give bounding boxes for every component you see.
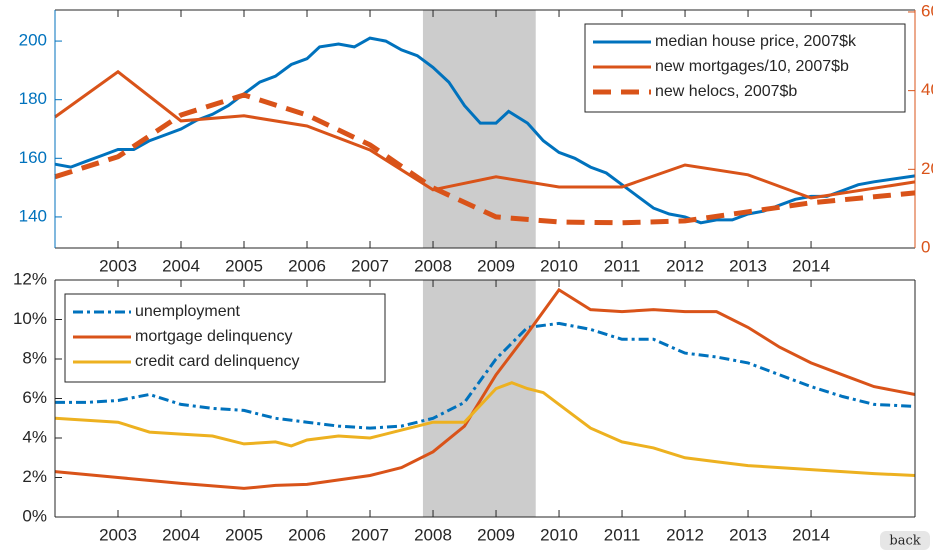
legend: median house price, 2007$k new mortgages/… [584,23,906,113]
legend-label: new mortgages/10, 2007$b [655,58,849,75]
x-tick-label: 2011 [604,525,641,544]
x-tick-label: 2007 [351,525,389,544]
x-tick-label: 2012 [666,256,704,275]
y-tick-label: 140 [19,206,47,225]
legend-label: unemployment [135,303,241,320]
y-tick-label: 200 [19,31,47,50]
y-tick-label: 0% [22,506,47,525]
x-tick-label: 2014 [792,256,830,275]
y2-tick-label: 400 [921,80,933,99]
x-tick-label: 2008 [414,256,452,275]
x-tick-label: 2010 [540,525,578,544]
shaded-region [422,280,536,517]
x-tick-label: 2010 [540,256,578,275]
legend-label: new helocs, 2007$b [655,83,797,100]
series-line [54,69,916,200]
y2-tick-label: 600 [921,1,933,20]
legend-label: median house price, 2007$k [655,33,857,50]
y2-tick-label: 0 [921,237,930,256]
y-tick-label: 8% [22,348,47,367]
y-tick-label: 180 [19,89,47,108]
y2-tick-label: 200 [921,159,933,178]
x-tick-label: 2004 [162,256,200,275]
shaded-region [422,10,536,248]
x-tick-label: 2013 [729,256,767,275]
x-tick-label: 2008 [414,525,452,544]
x-tick-label: 2003 [99,256,137,275]
x-tick-label: 2014 [792,525,830,544]
back-button[interactable]: back [880,531,930,550]
y-tick-label: 2% [22,467,47,486]
series-line [54,92,916,226]
series-line [55,321,916,430]
legend: unemployment mortgage delinquency credit c… [64,293,386,383]
y-tick-label: 160 [19,148,47,167]
series-line [54,381,916,477]
legend-label: credit card delinquency [135,353,300,370]
x-tick-label: 2013 [729,525,767,544]
x-tick-label: 2004 [162,525,200,544]
x-tick-label: 2006 [288,525,326,544]
x-tick-label: 2006 [288,256,326,275]
back-button-label[interactable]: back [889,534,920,549]
y-tick-label: 4% [22,427,47,446]
x-tick-label: 2003 [99,525,137,544]
series-line [54,287,916,490]
x-tick-label: 2007 [351,256,389,275]
x-tick-label: 2011 [604,256,641,275]
x-tick-label: 2012 [666,525,704,544]
x-tick-label: 2009 [477,525,515,544]
legend-label: mortgage delinquency [135,328,292,345]
x-tick-label: 2005 [225,256,263,275]
x-tick-label: 2009 [477,256,515,275]
y-tick-label: 12% [13,269,47,288]
y-tick-label: 10% [13,309,47,328]
x-tick-label: 2005 [225,525,263,544]
y-tick-label: 6% [22,388,47,407]
back-button-box[interactable] [880,531,930,550]
